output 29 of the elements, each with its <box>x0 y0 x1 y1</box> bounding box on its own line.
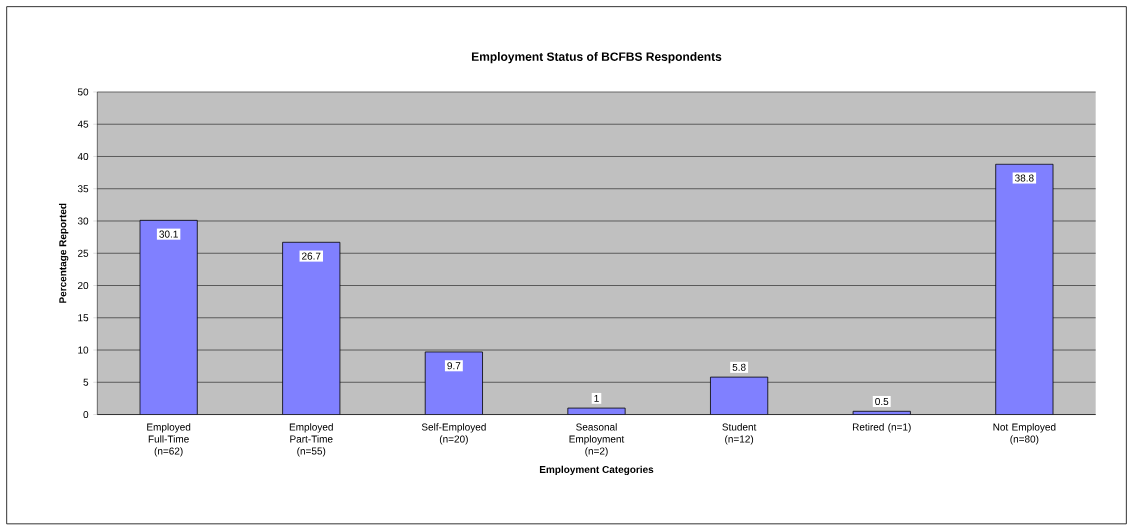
y-tick-label: 35 <box>77 185 89 193</box>
y-axis-title: Percentage Reported <box>58 203 69 304</box>
y-tick-label: 25 <box>77 249 89 258</box>
x-tick-label: Student (n=12) <box>722 423 757 445</box>
x-axis-title: Employment Categories <box>539 465 654 476</box>
x-tick-label: Seasonal Employment (n=2) <box>569 423 625 457</box>
y-tick-label: 15 <box>78 314 89 322</box>
y-tick-label: 40 <box>77 153 89 161</box>
y-tick-label: 50 <box>77 88 89 96</box>
data-label: 30.1 <box>159 230 178 238</box>
y-tick-label: 20 <box>77 282 89 290</box>
x-tick-label: Self-Employed (n=20) <box>421 423 486 445</box>
data-label: 38.8 <box>1015 174 1034 182</box>
chart-title: Employment Status of BCFBS Respondents <box>471 52 722 64</box>
data-label: 1 <box>594 395 599 403</box>
y-tick-label: 0 <box>83 411 89 419</box>
x-tick-label: Not Employed (n=80) <box>993 423 1056 445</box>
y-tick-label: 10 <box>78 346 89 354</box>
x-tick-label: Retired (n=1) <box>852 423 911 433</box>
x-tick-label: Employed Part-Time (n=55) <box>289 423 333 457</box>
x-tick-label: Employed Full-Time (n=62) <box>147 423 191 457</box>
bar <box>567 407 626 415</box>
data-label: 26.7 <box>302 252 321 260</box>
y-tick-label: 45 <box>77 120 89 128</box>
y-tick-label: 5 <box>83 379 89 387</box>
data-label: 9.7 <box>447 362 461 370</box>
y-tick-label: 30 <box>77 217 89 225</box>
data-label: 0.5 <box>875 398 889 406</box>
data-label: 5.8 <box>732 364 746 372</box>
